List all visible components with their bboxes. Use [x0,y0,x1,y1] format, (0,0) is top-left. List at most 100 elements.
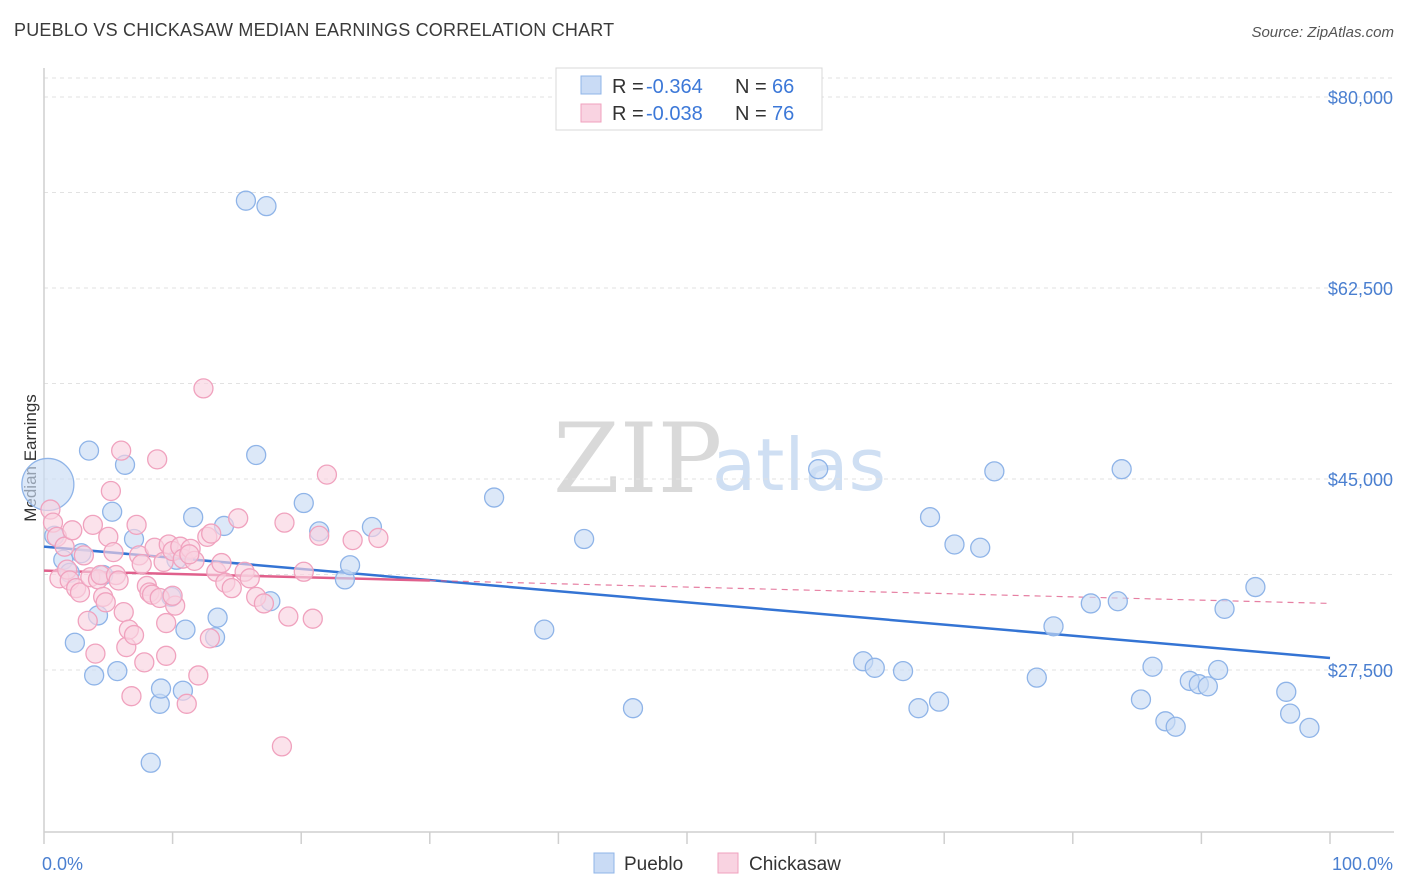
point-chickasaw [103,541,124,563]
y-tick-label: $45,000 [1328,470,1393,490]
legend-r-value-2: -0.038 [646,103,703,125]
point-chickasaw [54,536,75,557]
watermark-atlas: atlas [712,423,886,507]
point-chickasaw [274,512,295,533]
point-chickasaw [293,561,314,582]
point-chickasaw [100,480,122,502]
point-chickasaw [156,612,177,634]
point-pueblo [908,698,929,719]
watermark-zip: ZIP [553,403,722,515]
legend-n-label-1: N = [735,76,772,98]
y-tick-label: $80,000 [1328,88,1393,108]
y-tick-label: $62,500 [1328,279,1393,299]
point-pueblo [1130,689,1152,710]
point-chickasaw [113,602,134,623]
trend-line-extension-chickasaw [429,579,1331,605]
axes [43,68,1394,833]
point-chickasaw [123,624,145,646]
point-pueblo [892,660,914,682]
trend-lines [43,545,1331,660]
point-pueblo [1245,576,1266,598]
point-pueblo [183,507,204,528]
point-chickasaw [253,593,275,614]
point-chickasaw [131,553,152,575]
point-pueblo [1276,681,1297,702]
point-pueblo [339,555,361,576]
point-chickasaw [368,527,389,549]
point-chickasaw [95,592,116,613]
point-chickasaw [82,514,104,535]
legend-r-label-2: R = [612,103,649,125]
point-chickasaw [162,585,183,606]
point-chickasaw [278,606,299,627]
legend-n-label-2: N = [735,103,772,125]
point-pueblo [78,440,100,461]
legend-n-value-1: 66 [772,76,794,98]
point-pueblo [1026,667,1047,688]
point-pueblo [246,444,267,466]
point-chickasaw [147,449,168,470]
point-pueblo [944,534,965,555]
legend-swatch-chickasaw [580,103,602,123]
point-chickasaw [111,440,132,461]
series-legend-swatch-chickasaw [717,852,739,874]
point-pueblo [928,691,950,712]
point-chickasaw [211,552,232,574]
point-pueblo [919,507,941,528]
point-chickasaw [239,568,260,589]
point-chickasaw [201,523,222,544]
point-chickasaw [73,545,95,566]
data-points [21,190,1320,773]
point-chickasaw [309,525,330,546]
point-pueblo [1197,676,1218,697]
point-chickasaw [176,693,197,714]
legend-r-label-1: R = [612,76,649,98]
point-pueblo [1107,591,1128,612]
point-chickasaw [134,652,155,673]
point-pueblo [1080,593,1101,614]
point-pueblo [864,657,885,678]
point-pueblo [293,492,314,514]
point-pueblo [64,632,86,653]
point-pueblo [483,487,505,508]
point-pueblo [140,752,161,773]
point-pueblo [970,537,991,558]
series-legend-label-chickasaw: Chickasaw [749,854,841,875]
point-chickasaw [156,645,177,666]
point-pueblo [1207,659,1229,681]
legend-n-value-2: 76 [772,103,794,125]
y-tick-labels: $80,000 $62,500 $45,000 $27,500 [1328,88,1393,681]
point-chickasaw [121,686,142,707]
series-legend: Pueblo Chickasaw [593,852,841,875]
point-pueblo [107,660,128,682]
point-chickasaw [228,508,249,529]
point-chickasaw [62,520,83,541]
point-chickasaw [108,570,129,591]
point-chickasaw [179,544,200,565]
point-pueblo [808,459,829,480]
point-chickasaw [271,736,293,757]
legend-swatch-pueblo [580,75,602,95]
trend-line-pueblo [43,545,1331,660]
point-pueblo [207,607,228,628]
legend-r-value-1: -0.364 [646,76,703,98]
point-chickasaw [188,665,209,686]
point-pueblo [1299,717,1320,738]
point-pueblo [1165,716,1186,737]
point-pueblo [235,190,257,211]
x-tick-label-max: 100.0% [1332,854,1393,874]
series-legend-swatch-pueblo [593,852,615,874]
point-chickasaw [193,378,214,399]
point-chickasaw [77,610,98,632]
x-ticks [43,832,1331,844]
x-tick-label-min: 0.0% [42,854,83,874]
point-pueblo [573,528,595,550]
correlation-legend: R = -0.364 N = 66 R = -0.038 N = 76 [555,67,823,131]
chart-title: PUEBLO VS CHICKASAW MEDIAN EARNINGS CORR… [14,20,615,40]
point-chickasaw [85,643,106,664]
series-legend-label-pueblo: Pueblo [624,854,683,875]
point-chickasaw [126,514,147,535]
point-pueblo [622,698,644,719]
chart-source: Source: ZipAtlas.com [1251,24,1394,41]
